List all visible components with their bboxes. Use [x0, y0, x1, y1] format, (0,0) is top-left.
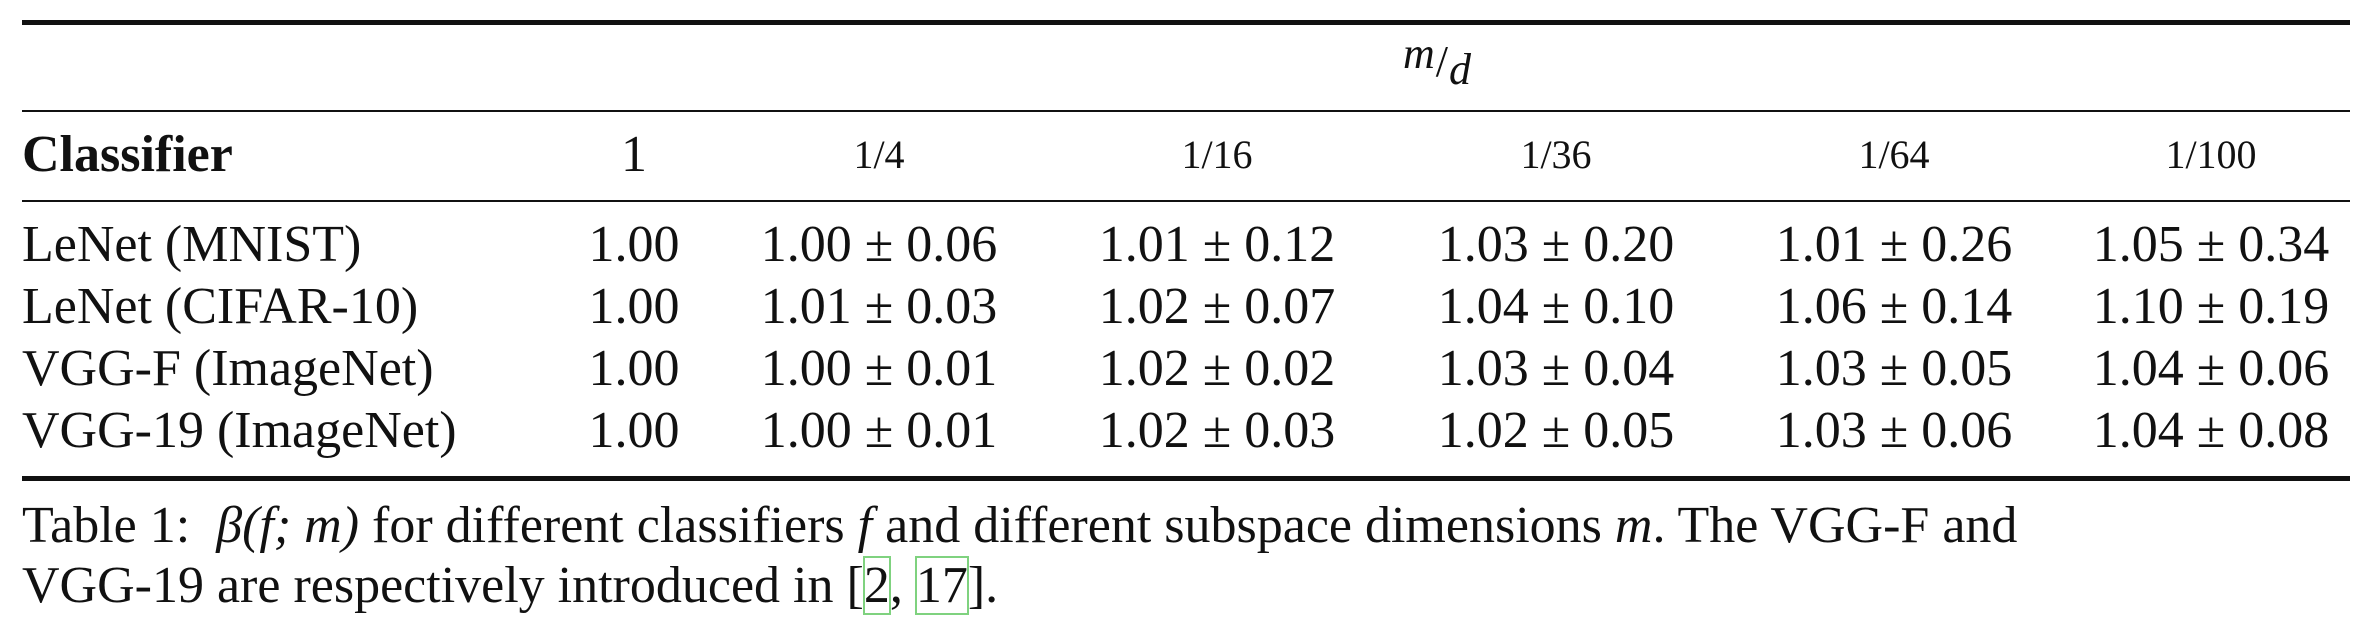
- table-cell: 1.00 ± 0.06: [760, 216, 998, 273]
- top-rule: [22, 20, 2350, 25]
- citation-link[interactable]: 2: [862, 556, 891, 615]
- row-label: LeNet (CIFAR-10): [22, 278, 419, 335]
- table-cell: 1.03 ± 0.05: [1775, 340, 2013, 397]
- column-header: 1/100: [2165, 132, 2257, 177]
- column-header: 1: [621, 126, 647, 183]
- column-header: Classifier: [22, 126, 233, 183]
- table-cell: 1.00: [588, 278, 680, 335]
- table-cell: 1.03 ± 0.20: [1437, 216, 1675, 273]
- bottom-rule: [22, 476, 2350, 481]
- column-header: 1/64: [1858, 132, 1930, 177]
- caption-math-m: m: [1614, 497, 1653, 554]
- table-cell: 1.00 ± 0.01: [760, 340, 998, 397]
- table-cell: 1.00: [588, 402, 680, 459]
- table-cell: 1.02 ± 0.05: [1437, 402, 1675, 459]
- caption-math-f: f: [857, 497, 873, 554]
- table-cell: 1.03 ± 0.06: [1775, 402, 2013, 459]
- column-header: 1/36: [1520, 132, 1592, 177]
- caption-text: and different subspace dimensions: [872, 497, 1615, 554]
- table-cell: 1.04 ± 0.10: [1437, 278, 1675, 335]
- table-cell: 1.10 ± 0.19: [2092, 278, 2330, 335]
- table-cell: 1.03 ± 0.04: [1437, 340, 1675, 397]
- table-cell: 1.05 ± 0.34: [2092, 216, 2330, 273]
- table-cell: 1.01 ± 0.03: [760, 278, 998, 335]
- group-header-slash: /: [1435, 37, 1448, 86]
- table-cell: 1.00 ± 0.01: [760, 402, 998, 459]
- table-cell: 1.00: [588, 340, 680, 397]
- table-cell: 1.01 ± 0.12: [1098, 216, 1336, 273]
- group-header-rule: [22, 110, 2350, 112]
- caption-label: Table 1:: [22, 497, 191, 554]
- table-row: VGG-F (ImageNet) 1.00 1.00 ± 0.01 1.02 ±…: [22, 338, 2350, 400]
- group-header-denominator: d: [1449, 45, 1471, 94]
- caption-text: ,: [889, 557, 916, 614]
- group-header-numerator: m: [1402, 29, 1435, 78]
- row-label: VGG-19 (ImageNet): [22, 402, 457, 459]
- caption-text: . The VGG-F and: [1652, 497, 2018, 554]
- caption-text: ].: [967, 557, 999, 614]
- table-cell: 1.02 ± 0.02: [1098, 340, 1336, 397]
- citation-link[interactable]: 17: [914, 556, 969, 615]
- table-row: LeNet (CIFAR-10) 1.00 1.01 ± 0.03 1.02 ±…: [22, 276, 2350, 338]
- column-header-row: Classifier 1 1/4 1/16 1/36 1/64 1/100: [22, 124, 2350, 186]
- table-cell: 1.01 ± 0.26: [1775, 216, 2013, 273]
- caption-math-beta: β(f; m): [216, 497, 360, 554]
- table-cell: 1.04 ± 0.06: [2092, 340, 2330, 397]
- caption-text: VGG-19 are respectively introduced in [: [22, 557, 864, 614]
- table-row: VGG-19 (ImageNet) 1.00 1.00 ± 0.01 1.02 …: [22, 400, 2350, 462]
- table-caption: Table 1: β(f; m) for different classifie…: [22, 496, 2350, 616]
- header-rule: [22, 200, 2350, 202]
- row-label: VGG-F (ImageNet): [22, 340, 434, 397]
- row-label: LeNet (MNIST): [22, 216, 362, 273]
- table-cell: 1.02 ± 0.03: [1098, 402, 1336, 459]
- caption-text: for different classifiers: [359, 497, 858, 554]
- table-row: LeNet (MNIST) 1.00 1.00 ± 0.06 1.01 ± 0.…: [22, 214, 2350, 276]
- column-header: 1/4: [853, 132, 905, 177]
- table-cell: 1.00: [588, 216, 680, 273]
- column-header: 1/16: [1181, 132, 1253, 177]
- table-cell: 1.06 ± 0.14: [1775, 278, 2013, 335]
- group-header: m/d: [1351, 29, 1523, 94]
- table-cell: 1.02 ± 0.07: [1098, 278, 1336, 335]
- table-cell: 1.04 ± 0.08: [2092, 402, 2330, 459]
